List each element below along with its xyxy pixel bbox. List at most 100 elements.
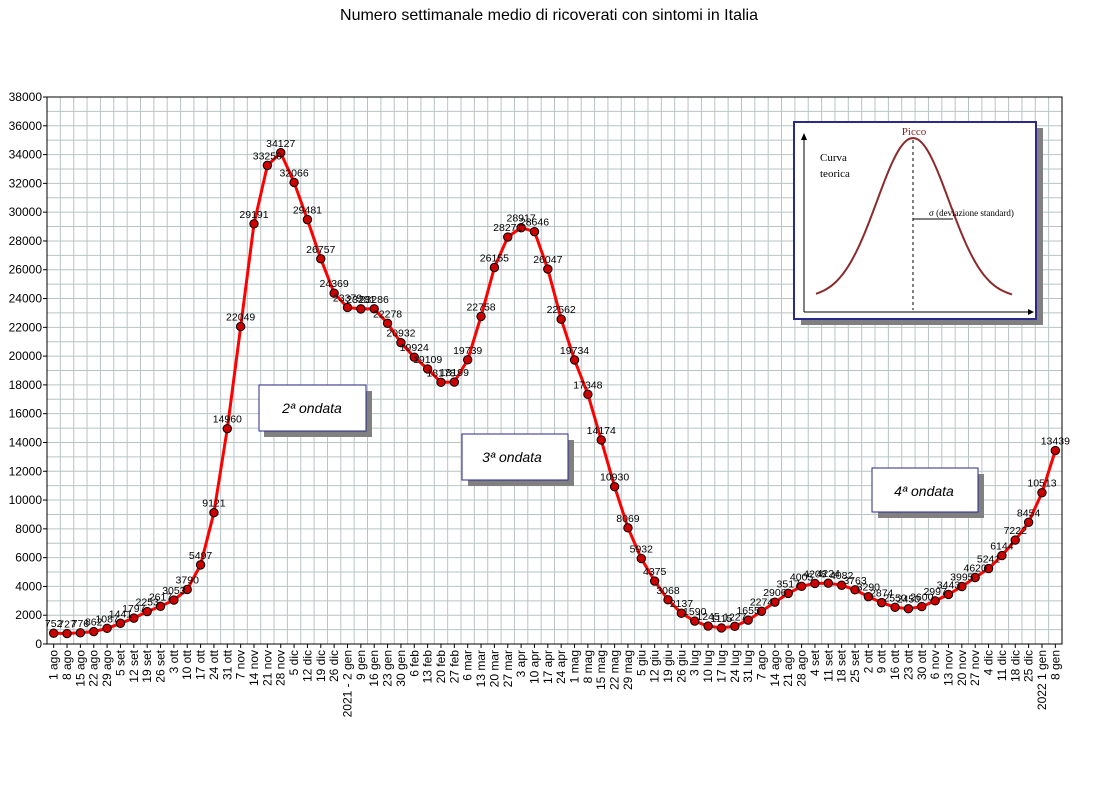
data-point xyxy=(262,160,273,171)
x-tick-label: 13 mar xyxy=(474,650,488,687)
data-label: 4005 xyxy=(790,571,814,583)
x-tick-label: 12 set xyxy=(127,649,141,682)
x-tick-label: 25 set xyxy=(848,649,862,682)
x-tick-label: 1 mag xyxy=(568,650,582,683)
data-point xyxy=(516,223,526,233)
data-point xyxy=(623,523,633,533)
x-tick-label: 15 mag xyxy=(594,650,608,690)
x-tick-label: 31 lug xyxy=(741,650,755,683)
x-tick-label: 14 ago xyxy=(768,650,782,687)
x-tick-label: 8 mag xyxy=(581,650,595,683)
y-tick-label: 0 xyxy=(35,637,42,651)
x-tick-label: 17 ott xyxy=(194,649,208,680)
data-label: 14960 xyxy=(213,414,242,426)
data-point xyxy=(663,595,673,605)
data-label: 4375 xyxy=(643,566,667,578)
x-tick-label: 27 nov xyxy=(968,650,982,686)
data-label: 19734 xyxy=(560,345,589,357)
data-point xyxy=(249,219,259,229)
data-label: 13439 xyxy=(1041,436,1070,448)
data-label: 23286 xyxy=(360,294,389,306)
data-label: 10930 xyxy=(600,472,629,484)
data-label: 727 xyxy=(58,619,76,631)
inset-sigma-label: σ (deviazione standard) xyxy=(929,208,1014,218)
data-label: 18178 xyxy=(426,367,455,379)
data-point xyxy=(382,318,393,329)
data-point xyxy=(396,337,406,348)
x-tick-label: 2 ott xyxy=(861,649,875,673)
data-point xyxy=(957,581,967,592)
data-label: 2450 xyxy=(897,594,921,606)
data-label: 1590 xyxy=(683,606,707,618)
data-label: 3290 xyxy=(857,582,881,594)
data-label: 3068 xyxy=(656,585,680,597)
data-label: 5497 xyxy=(189,550,213,562)
inset-curve-label-2: teorica xyxy=(820,168,850,180)
data-label: 23379 xyxy=(333,292,362,304)
data-point xyxy=(289,177,299,188)
data-label: 19109 xyxy=(413,354,442,366)
data-label: 776 xyxy=(72,618,90,630)
data-point xyxy=(1050,445,1061,456)
data-point xyxy=(770,597,780,607)
x-tick-label: 6 nov xyxy=(928,650,942,679)
x-tick-label: 25 dic xyxy=(1022,650,1036,682)
x-tick-label: 28 ago xyxy=(795,650,809,687)
y-tick-label: 8000 xyxy=(15,522,42,536)
x-tick-label: 26 dic xyxy=(327,650,341,682)
x-tick-label: 17 lug xyxy=(714,650,728,683)
y-tick-label: 38000 xyxy=(9,90,43,104)
y-tick-label: 22000 xyxy=(9,320,43,334)
data-label: 28271 xyxy=(493,222,522,234)
x-tick-label: 26 giu xyxy=(674,650,688,683)
data-label: 4208 xyxy=(803,568,827,580)
data-label: 5241 xyxy=(977,554,1001,566)
wave3-box xyxy=(461,433,569,481)
data-point xyxy=(783,588,793,599)
data-point xyxy=(943,589,954,600)
data-label: 32066 xyxy=(279,167,308,179)
data-point xyxy=(369,304,379,314)
y-tick-label: 28000 xyxy=(9,234,43,248)
y-tick-label: 12000 xyxy=(9,464,43,478)
data-point xyxy=(503,232,513,242)
y-axis-ticks: 0 2000 4000 6000 8000 10000 12000 14000 16000 180… xyxy=(9,90,47,651)
y-tick-label: 24000 xyxy=(9,292,43,306)
x-tick-label: 13 feb xyxy=(421,650,435,684)
data-label: 1441 xyxy=(109,608,133,620)
data-point xyxy=(730,621,740,632)
x-tick-label: 4 dic xyxy=(982,650,996,675)
data-point xyxy=(569,355,580,365)
data-point xyxy=(276,148,286,158)
wave3-annotation: 3ª ondata xyxy=(461,433,574,486)
x-tick-label: 24 apr xyxy=(554,650,568,684)
data-label: 22758 xyxy=(466,301,495,313)
inset-y-arrow xyxy=(801,133,807,140)
data-label: 3995 xyxy=(950,571,974,583)
y-tick-label: 14000 xyxy=(9,435,43,449)
data-point xyxy=(756,606,767,616)
data-label: 26155 xyxy=(480,253,509,265)
x-tick-label: 20 nov xyxy=(955,650,969,686)
data-label: 1115 xyxy=(711,613,733,625)
data-label: 1245 xyxy=(696,611,720,623)
data-point xyxy=(302,214,313,225)
data-point xyxy=(917,601,927,612)
x-tick-label: 9 gen xyxy=(354,650,368,680)
data-label: 10513 xyxy=(1027,478,1056,490)
data-label: 2906 xyxy=(763,587,787,599)
data-label: 19739 xyxy=(453,345,482,357)
data-point xyxy=(329,288,339,298)
data-point xyxy=(129,613,139,623)
x-tick-label: 4 set xyxy=(808,649,822,676)
x-tick-label: 9 ott xyxy=(875,649,889,673)
x-tick-label: 7 nov xyxy=(234,650,248,679)
x-tick-label: 22 ago xyxy=(87,650,101,687)
data-point xyxy=(75,628,86,638)
y-tick-label: 30000 xyxy=(9,205,43,219)
x-tick-label: 8 ago xyxy=(60,650,74,680)
data-label: 1655 xyxy=(736,605,760,617)
x-tick-label: 20 mar xyxy=(487,650,501,687)
data-point xyxy=(235,321,246,332)
